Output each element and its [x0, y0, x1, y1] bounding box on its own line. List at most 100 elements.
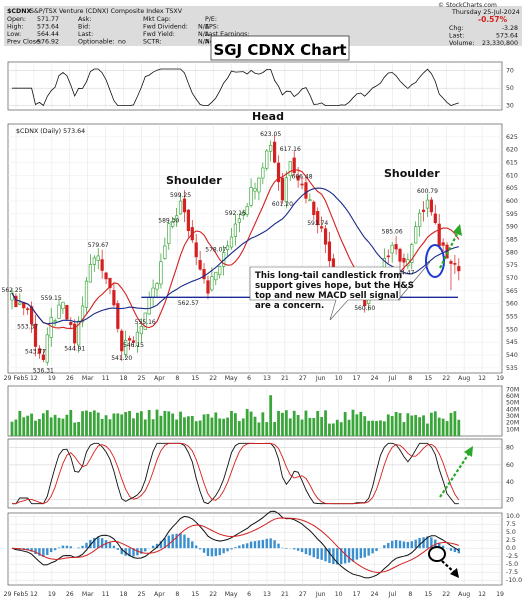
x-tick-label: 8: [408, 375, 412, 382]
macd-histogram-bar: [183, 535, 185, 549]
macd-histogram-bar: [152, 546, 154, 548]
volume-bar: [163, 411, 166, 436]
macd-histogram-bar: [46, 548, 48, 555]
price-annotation: 599.25: [170, 192, 191, 199]
candle-body: [285, 178, 288, 202]
candle-body: [438, 224, 441, 246]
macd-histogram-bar: [407, 542, 409, 548]
annotation-line: top and new MACD sell signal: [255, 291, 399, 301]
x-tick-label: 12: [30, 375, 38, 382]
volume-bar: [375, 421, 378, 436]
macd-histogram-bar: [301, 548, 303, 552]
y-tick-label: 610: [506, 172, 518, 179]
header-label: Mkt Cap:: [143, 16, 171, 23]
header-value: 573.64: [37, 24, 59, 31]
volume-bar: [442, 419, 445, 436]
macd-histogram-bar: [211, 548, 213, 556]
volume-bar: [128, 411, 131, 436]
x-tick-label: 11: [102, 591, 110, 598]
header-label: Last:: [449, 33, 464, 40]
volume-bar: [305, 411, 308, 436]
y-tick-label: 70: [506, 68, 514, 75]
price-annotation: 553.37: [17, 324, 38, 331]
volume-bar: [15, 420, 18, 436]
x-tick-label: 18: [120, 375, 128, 382]
volume-bar: [69, 410, 72, 436]
volume-bar: [120, 414, 123, 436]
macd-histogram-bar: [226, 548, 228, 551]
x-tick-label: 26: [66, 375, 74, 382]
y-tick-label: -10.0: [506, 577, 522, 584]
volume-bar: [383, 421, 386, 436]
candle-body: [273, 142, 276, 162]
volume-bar: [58, 418, 61, 436]
x-tick-label: 11: [102, 375, 110, 382]
volume-bar: [42, 413, 45, 436]
annotation-line: are a concern.: [255, 301, 324, 311]
volume-bar: [199, 420, 202, 436]
candle-body: [19, 303, 22, 304]
volume-bar: [46, 410, 49, 436]
candle-body: [246, 206, 249, 214]
x-tick-label: 15: [424, 591, 432, 598]
x-tick-label: 8: [408, 591, 412, 598]
candle-body: [414, 227, 417, 243]
price-annotation: 592.16: [225, 210, 246, 217]
volume-bar: [93, 410, 96, 436]
volume-bar: [179, 412, 182, 436]
candle-body: [215, 272, 218, 280]
volume-bar: [65, 415, 68, 436]
candle-body: [156, 284, 159, 290]
x-tick-label: 15: [191, 591, 199, 598]
volume-bar: [73, 423, 76, 436]
y-tick-label: 535: [506, 365, 518, 372]
header-label: P/E:: [205, 16, 217, 23]
volume-bar: [38, 419, 41, 436]
candle-body: [46, 335, 49, 362]
x-tick-label: 19: [496, 591, 504, 598]
y-tick-label: 595: [506, 211, 518, 218]
y-tick-label: 600: [506, 198, 518, 205]
candle-body: [218, 266, 221, 274]
macd-histogram-bar: [199, 548, 201, 549]
candle-body: [93, 258, 96, 264]
y-tick-label: 570: [506, 275, 518, 282]
volume-bar: [457, 420, 460, 436]
candle-body: [113, 290, 116, 305]
candle-body: [117, 303, 120, 328]
macd-histogram-bar: [458, 548, 460, 553]
macd-histogram-bar: [81, 546, 83, 548]
macd-histogram-bar: [266, 539, 268, 548]
y-tick-label: -2.5: [506, 553, 518, 560]
x-tick-label: 27: [299, 375, 307, 382]
y-tick-label: 565: [506, 288, 518, 295]
volume-bar: [210, 418, 213, 436]
y-tick-label: 5.0: [506, 529, 516, 536]
macd-histogram-bar: [203, 548, 205, 553]
candle-body: [238, 219, 241, 222]
volume-bar: [218, 418, 221, 436]
macd-histogram-bar: [191, 541, 193, 548]
candle-body: [309, 200, 312, 201]
y-tick-label: 605: [506, 185, 518, 192]
macd-histogram-bar: [70, 546, 72, 548]
y-tick-label: 7.5: [506, 521, 516, 528]
macd-histogram-bar: [450, 548, 452, 551]
volume-bar: [62, 419, 65, 436]
candle-body: [69, 322, 72, 325]
header-value: 23,330,800: [482, 40, 518, 47]
macd-histogram-bar: [109, 543, 111, 549]
volume-bar: [226, 418, 229, 436]
volume-bar: [85, 411, 88, 436]
candle-body: [89, 264, 92, 282]
y-tick-label: 575: [506, 262, 518, 269]
volume-bar: [250, 412, 253, 436]
macd-histogram-bar: [375, 548, 377, 551]
candle-body: [179, 201, 182, 214]
candle-body: [395, 244, 398, 249]
candle-body: [399, 249, 402, 261]
volume-bar: [387, 414, 390, 436]
macd-histogram-bar: [246, 543, 248, 548]
y-tick-label: 30: [506, 103, 514, 110]
volume-bar: [18, 411, 21, 436]
